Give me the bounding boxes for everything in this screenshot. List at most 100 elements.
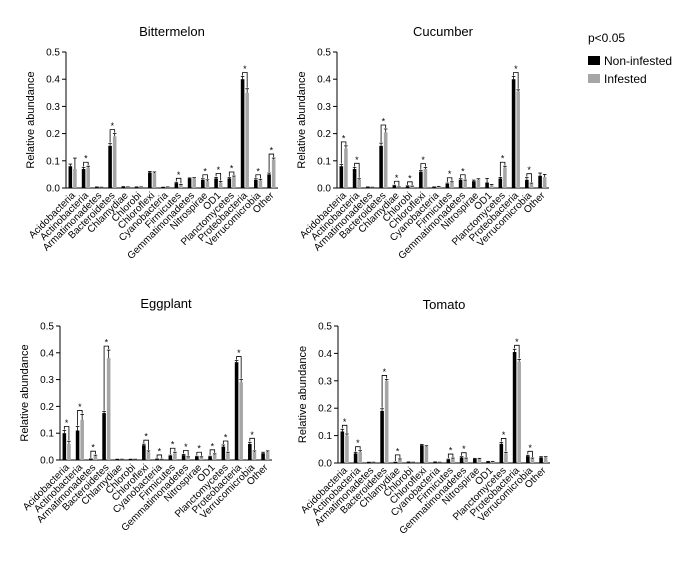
significance-marker: * [382,116,386,126]
significance-marker: * [111,121,115,131]
bar-non-infested [485,182,489,188]
bar-non-infested [95,187,99,188]
significance-bracket [209,449,216,456]
y-tick-label: 0.1 [317,156,331,167]
significance-bracket [255,174,261,179]
bar-infested [450,182,454,188]
bar-infested [436,186,441,188]
bar-infested [120,459,124,461]
significance-marker: * [211,441,215,451]
chart-title: Tomato [423,297,466,312]
significance-bracket [407,181,413,186]
bar-non-infested [366,187,370,188]
significance-bracket [446,177,453,183]
y-tick-label: 0.2 [317,129,331,140]
bar-infested [358,452,362,463]
bar-infested [146,451,151,460]
significance-marker: * [91,443,95,453]
legend-label-infested: Infested [604,72,647,86]
chart-panel-tomato: Tomato Relative abundance 0.0 0.1 0.2 0.3 0.4 0… [297,297,550,537]
bar-non-infested [538,175,542,188]
significance-bracket [268,153,275,173]
bar-non-infested [201,179,205,188]
bar-non-infested [161,187,165,189]
bar-infested [410,186,414,188]
significance-marker: * [396,446,400,456]
bar-infested [463,181,467,188]
bar-non-infested [267,174,271,188]
bar-infested [504,453,508,463]
y-tick-label: 0.0 [40,456,54,467]
significance-bracket [394,454,401,462]
y-tick-label: 0.0 [317,184,331,195]
bar-infested [205,181,210,188]
bar-non-infested [432,187,436,188]
significance-marker: * [514,64,518,74]
bar-non-infested [459,457,464,463]
bar-infested [357,179,361,188]
y-tick-label: 0.3 [318,376,332,387]
bar-infested [265,451,270,460]
y-tick-label: 0.3 [40,375,54,386]
bar-non-infested [458,179,463,188]
bar-non-infested [89,459,93,460]
legend-swatch-infested [588,74,600,83]
bar-infested [252,451,257,460]
legend-title: p<0.05 [588,31,625,45]
y-tick-label: 0.2 [318,404,332,415]
significance-bracket [169,447,176,455]
y-tick-label: 0.5 [318,322,332,333]
bar-non-infested [446,459,451,463]
bar-infested [126,187,130,188]
chart-title: Bittermelon [139,24,205,39]
bar-non-infested [155,459,159,460]
y-axis-label: Relative abundance [19,344,31,441]
bar-non-infested [486,461,490,463]
bar-infested [165,187,170,188]
y-axis-label: Relative abundance [297,346,309,443]
bar-infested [86,167,90,188]
chart-panel-bittermelon: Bittermelon Relative abundance 0.0 0.1 0.2 0.… [25,24,278,262]
bar-infested [212,454,217,460]
y-tick-label: 0.5 [40,322,54,333]
significance-marker: * [78,402,82,412]
bar-infested [133,459,137,461]
significance-bracket [526,173,532,183]
significance-bracket [228,171,235,177]
bar-infested [516,91,520,188]
legend-swatch-non-infested [588,56,600,65]
bar-infested [73,168,77,188]
bar-infested [477,458,482,463]
bar-non-infested [511,79,516,188]
bar-non-infested [433,462,437,463]
bar-non-infested [526,456,530,463]
significance-bracket [447,453,454,459]
bar-non-infested [81,168,86,188]
significance-bracket [222,440,229,452]
bar-infested [398,459,402,463]
bar-infested [152,173,157,188]
significance-marker: * [343,417,347,427]
bar-non-infested [379,145,383,188]
bar-infested [344,148,348,188]
bar-non-infested [108,145,112,188]
significance-bracket [183,449,189,456]
significance-marker: * [342,133,346,143]
bar-infested [173,453,177,460]
significance-marker: * [461,166,465,176]
bar-infested [424,446,429,463]
significance-marker: * [84,154,88,164]
bar-infested [186,457,190,460]
bar-non-infested [445,183,450,188]
significance-bracket [215,172,222,181]
bar-non-infested [406,462,411,463]
significance-bracket [354,162,360,178]
y-tick-label: 0.1 [40,429,54,440]
significance-bracket [527,450,533,458]
significance-bracket [393,180,400,186]
bar-infested [503,167,507,188]
bar-non-infested [420,445,424,463]
bar-infested [226,453,230,460]
significance-bracket [340,141,347,164]
bar-infested [67,443,71,460]
